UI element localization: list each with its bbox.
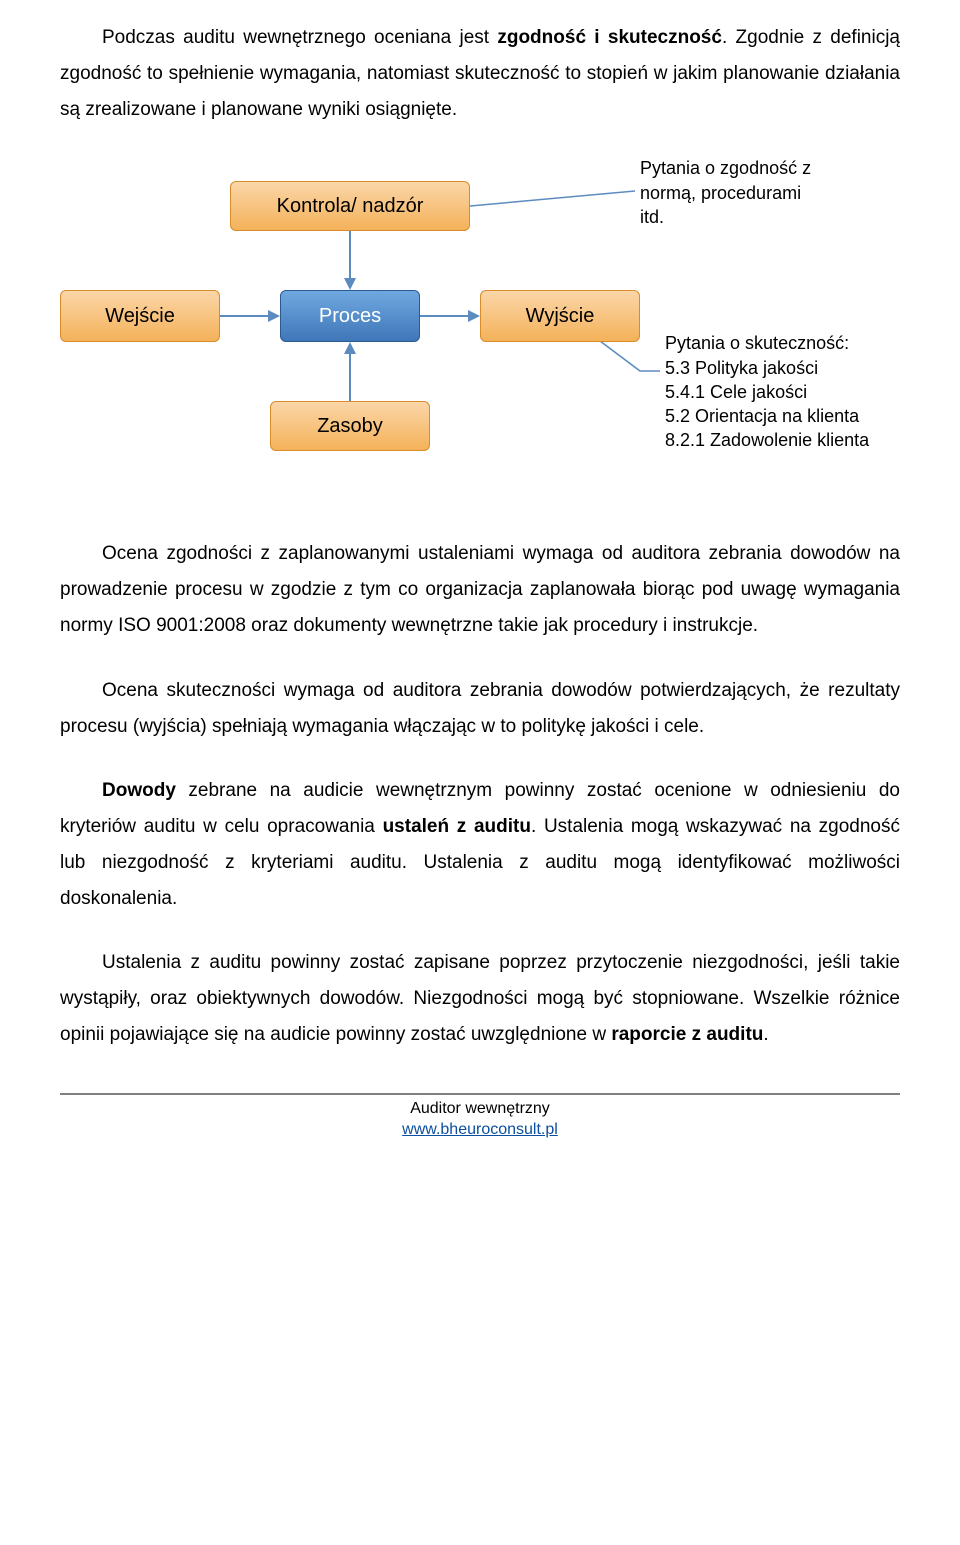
annot-top-l2: normą, procedurami [640,181,811,205]
node-wejscie-label: Wejście [105,305,175,328]
p5-t1: Ustalenia z auditu powinny zostać zapisa… [60,952,900,1045]
conn-top-annot [470,191,635,206]
annot-top-l1: Pytania o zgodność z [640,156,811,180]
node-wyjscie: Wyjście [480,290,640,342]
paragraph-3: Ocena skuteczności wymaga od auditora ze… [60,673,900,745]
annot-bot-l2: 5.3 Polityka jakości [665,356,869,380]
node-zasoby-label: Zasoby [317,415,383,438]
annot-bot-l5: 8.2.1 Zadowolenie klienta [665,428,869,452]
paragraph-4: Dowody zebrane na audicie wewnętrznym po… [60,773,900,917]
annot-top-l3: itd. [640,205,811,229]
arrow-right-head [468,310,480,322]
annot-bot-l1: Pytania o skuteczność: [665,331,869,355]
page-body: Podczas auditu wewnętrznego oceniana jes… [0,0,960,1053]
annotation-top: Pytania o zgodność z normą, procedurami … [640,156,811,229]
p4-bold2: ustaleń z auditu [383,816,531,837]
process-diagram: Kontrola/ nadzór Wejście Proces Wyjście … [60,156,900,496]
node-kontrola-label: Kontrola/ nadzór [277,195,424,218]
paragraph-intro: Podczas auditu wewnętrznego oceniana jes… [60,20,900,128]
arrow-top-head [344,278,356,290]
p1-lead: Podczas auditu wewnętrznego oceniana jes… [102,27,497,48]
node-wejscie: Wejście [60,290,220,342]
footer-line1: Auditor wewnętrzny [0,1099,960,1120]
node-kontrola: Kontrola/ nadzór [230,181,470,231]
p5-t2: . [763,1024,768,1045]
footer-link[interactable]: www.bheuroconsult.pl [402,1121,558,1138]
conn-bottom-annot [600,341,660,371]
arrow-left-head [268,310,280,322]
p1-bold: zgodność i skuteczność [497,27,722,48]
paragraph-2: Ocena zgodności z zaplanowanymi ustaleni… [60,536,900,644]
annotation-bottom: Pytania o skuteczność: 5.3 Polityka jako… [665,331,869,452]
annot-bot-l3: 5.4.1 Cele jakości [665,380,869,404]
node-wyjscie-label: Wyjście [526,305,595,328]
page-footer: Auditor wewnętrzny www.bheuroconsult.pl [0,1099,960,1149]
node-zasoby: Zasoby [270,401,430,451]
arrow-bottom-head [344,342,356,354]
node-proces: Proces [280,290,420,342]
footer-separator [60,1093,900,1095]
p5-bold: raporcie z auditu [611,1024,763,1045]
paragraph-5: Ustalenia z auditu powinny zostać zapisa… [60,945,900,1053]
annot-bot-l4: 5.2 Orientacja na klienta [665,404,869,428]
node-proces-label: Proces [319,305,381,328]
p4-bold1: Dowody [102,780,176,801]
